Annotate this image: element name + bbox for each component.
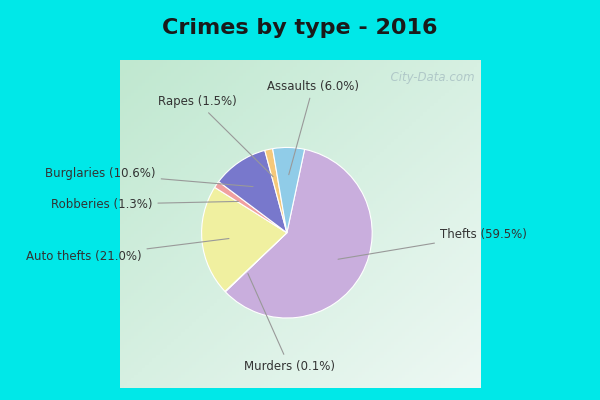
Text: Thefts (59.5%): Thefts (59.5%) (338, 228, 527, 259)
Text: City-Data.com: City-Data.com (383, 71, 475, 84)
Text: Rapes (1.5%): Rapes (1.5%) (158, 95, 273, 177)
Text: Murders (0.1%): Murders (0.1%) (244, 274, 335, 373)
Wedge shape (226, 149, 372, 318)
Wedge shape (218, 150, 287, 233)
Text: Robberies (1.3%): Robberies (1.3%) (51, 198, 238, 211)
Text: Burglaries (10.6%): Burglaries (10.6%) (45, 167, 253, 187)
Wedge shape (225, 233, 287, 292)
Wedge shape (215, 182, 287, 233)
Wedge shape (265, 149, 287, 233)
Wedge shape (202, 187, 287, 291)
Text: Assaults (6.0%): Assaults (6.0%) (267, 80, 359, 175)
Text: Crimes by type - 2016: Crimes by type - 2016 (162, 18, 438, 38)
Text: Auto thefts (21.0%): Auto thefts (21.0%) (26, 238, 229, 263)
Wedge shape (272, 148, 305, 233)
